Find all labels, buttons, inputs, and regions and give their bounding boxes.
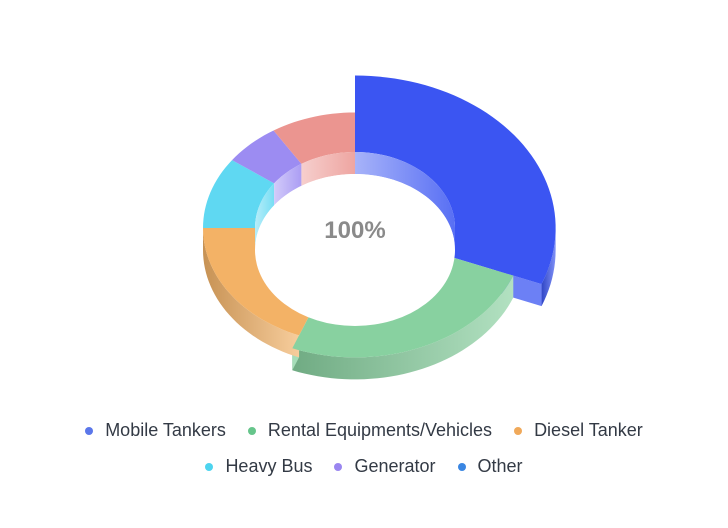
legend-label: Generator (354, 456, 436, 476)
legend-row-2: Heavy Bus Generator Other (0, 456, 728, 477)
legend-item-rental-equipments-vehicles[interactable]: Rental Equipments/Vehicles (247, 420, 493, 441)
legend-item-diesel-tanker[interactable]: Diesel Tanker (514, 420, 643, 441)
legend-item-heavy-bus[interactable]: Heavy Bus (205, 456, 312, 477)
legend-item-other[interactable]: Other (457, 456, 523, 477)
donut-chart: 100% (203, 75, 556, 380)
legend-item-mobile-tankers[interactable]: Mobile Tankers (85, 420, 226, 441)
slice-heavy-bus[interactable] (203, 160, 275, 228)
legend-label: Heavy Bus (225, 456, 313, 476)
legend-dot (205, 462, 214, 471)
legend-label: Mobile Tankers (105, 420, 226, 440)
slice-inner-wall-heavy-bus (255, 183, 275, 250)
donut-hole (255, 174, 455, 326)
legend-label: Other (477, 456, 523, 476)
slice-wall-diesel-tanker (203, 228, 300, 358)
legend-dot (85, 426, 94, 435)
slice-wall-rental-equipments-vehicles (292, 275, 514, 380)
donut-tops (203, 75, 556, 358)
slice-mobile-tankers[interactable] (355, 75, 556, 285)
slice-diesel-tanker[interactable] (203, 228, 319, 336)
slice-wall-mobile-tankers (541, 228, 556, 307)
legend-label: Rental Equipments/Vehicles (267, 420, 493, 440)
legend-dot (247, 426, 256, 435)
slice-inner-wall-other (301, 152, 355, 186)
center-label: 100% (324, 217, 385, 244)
slice-inner-wall-mobile-tankers (355, 152, 455, 250)
legend-dot (457, 462, 466, 471)
legend-label: Diesel Tanker (534, 420, 643, 440)
legend-item-generator[interactable]: Generator (334, 456, 436, 477)
slice-other[interactable] (273, 112, 355, 164)
slice-inner-wall-generator (274, 163, 302, 206)
legend-dot (334, 462, 343, 471)
legend-row-1: Mobile Tankers Rental Equipments/Vehicles… (0, 420, 728, 441)
legend-dot (514, 426, 523, 435)
slice-generator[interactable] (232, 130, 302, 184)
